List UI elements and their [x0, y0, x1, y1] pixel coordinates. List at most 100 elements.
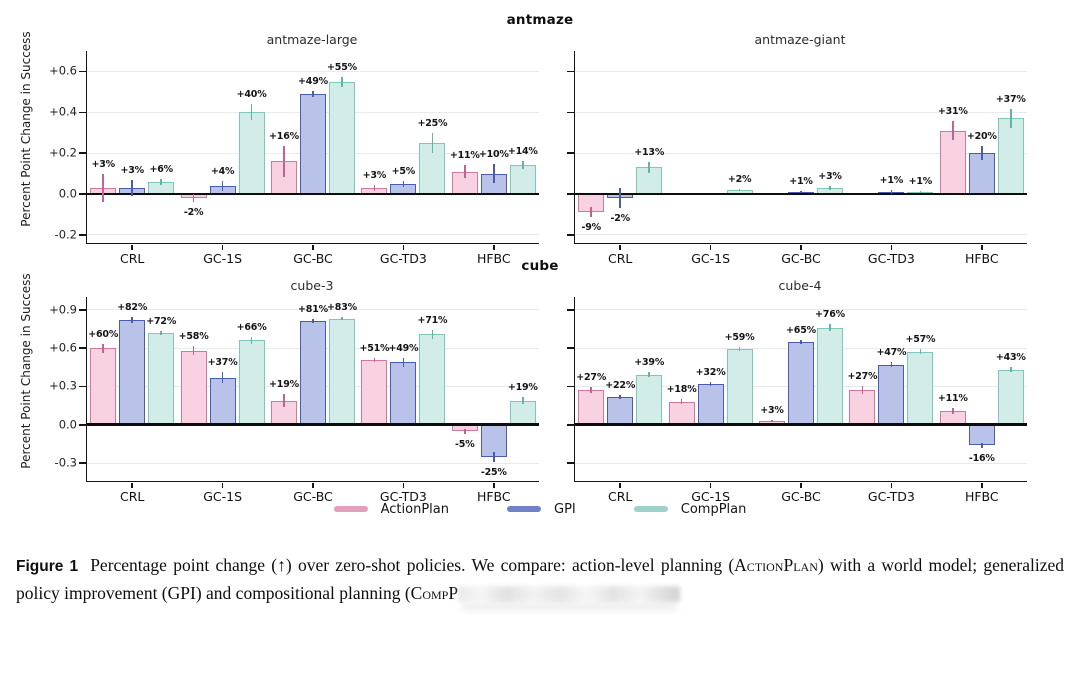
x-tick	[800, 483, 802, 488]
legend-label-compplan: CompPlan	[680, 501, 747, 517]
bar-value-label: +39%	[634, 357, 665, 369]
bar-compplan-gc-bc	[329, 318, 355, 425]
panel-title-antmaze-large: antmaze-large	[266, 32, 358, 47]
panel-antmaze-large: antmaze-large +0.6 +0.4 +0.2 0.0 -0.2 CRL +3% +…	[49, 31, 539, 266]
y-tick	[567, 152, 575, 154]
chart-row-cube: Percent Point Change in Success cube-3 +…	[0, 274, 1080, 504]
panel-antmaze-giant: antmaze-giant CRL -9% -2% +13% GC-1S +2% GC-BC…	[567, 31, 1027, 266]
bar-value-label: +2%	[727, 173, 752, 185]
bar-value-label: +3%	[120, 164, 144, 176]
error-bar	[250, 104, 253, 121]
zero-line	[87, 192, 539, 196]
bar-value-label: +4%	[210, 165, 235, 177]
error-bar	[800, 339, 802, 344]
error-bar	[492, 164, 495, 183]
figure-caption: Figure 1 Percentage point change (↑) over…	[16, 552, 1064, 607]
y-tick	[79, 111, 87, 114]
bar-value-label: +14%	[507, 146, 538, 158]
gridline	[87, 70, 539, 72]
bar-actionplan-gc-td3	[849, 390, 876, 425]
bar-value-label: +5%	[391, 165, 416, 177]
bar-compplan-gc-1s	[238, 340, 265, 425]
bar-value-label: +31%	[937, 106, 968, 118]
x-tick	[312, 483, 314, 488]
x-tick	[312, 245, 314, 250]
bar-value-label: +6%	[149, 163, 173, 175]
bar-actionplan-gc-td3	[361, 359, 388, 425]
y-tick	[567, 193, 575, 195]
bar-compplan-crl	[148, 332, 175, 425]
x-tick	[709, 483, 712, 488]
error-bar	[160, 178, 163, 185]
gridline	[87, 462, 539, 464]
x-category-label: GC-TD3	[379, 251, 427, 266]
error-bar	[160, 330, 163, 335]
legend-item-gpi: GPI	[507, 502, 576, 517]
bar-gpi-hfbc	[480, 424, 507, 457]
bar-compplan-hfbc	[509, 400, 536, 425]
x-tick	[493, 483, 495, 488]
error-bar	[951, 121, 954, 140]
error-bar	[402, 357, 405, 367]
y-tick	[567, 70, 575, 73]
panel-cube-4: cube-4 CRL +27% +22% +39% GC-1S +18% +32% +59% G…	[567, 277, 1027, 504]
x-category-label: CRL	[607, 251, 633, 266]
bar-value-label: +27%	[847, 371, 878, 383]
y-tick-label: +0.2	[49, 145, 77, 160]
y-tick-label: -0.3	[54, 455, 77, 470]
error-bar	[312, 90, 314, 97]
x-tick	[402, 483, 405, 488]
y-tick-label: +0.3	[49, 378, 77, 393]
row-header-cube: cube	[521, 258, 559, 274]
zero-line	[575, 192, 1027, 196]
bar-value-label: +58%	[178, 331, 209, 343]
bar-value-label: +25%	[417, 117, 448, 129]
figure-caption-label: Figure 1	[16, 558, 79, 575]
x-tick	[221, 483, 224, 488]
bar-value-label: +49%	[388, 342, 419, 354]
y-tick	[79, 347, 87, 349]
bar-actionplan-gc-1s	[180, 350, 207, 425]
error-bar	[890, 362, 893, 368]
legend-swatch-compplan	[633, 506, 668, 512]
y-tick-label: 0.0	[58, 186, 77, 201]
error-bar	[341, 317, 343, 320]
plot-area-antmaze-giant: CRL -9% -2% +13% GC-1S +2% GC-BC +1% +3% GC-TD3 +1…	[567, 51, 1027, 266]
error-bar	[890, 189, 893, 194]
plot-area-cube-3: +0.9 +0.6 +0.3 0.0 -0.3 CRL +60% +82% +72% GC-1S +…	[49, 297, 539, 504]
error-bar	[709, 381, 712, 386]
bar-compplan-gc-1s	[726, 349, 753, 425]
panel-title-antmaze-giant: antmaze-giant	[754, 32, 846, 47]
y-tick	[79, 309, 87, 311]
y-tick-label: +0.4	[49, 104, 77, 119]
y-tick-label: +0.6	[49, 340, 77, 355]
error-bar	[919, 349, 922, 355]
error-bar	[1009, 367, 1012, 373]
x-category-label: CRL	[607, 489, 633, 504]
x-tick	[890, 245, 893, 250]
bar-compplan-gc-1s	[238, 112, 265, 194]
y-tick	[79, 70, 87, 73]
legend-swatch-actionplan	[333, 506, 368, 512]
error-bar	[283, 145, 285, 177]
y-tick	[79, 152, 87, 154]
x-category-label: CRL	[119, 489, 145, 504]
x-tick	[619, 245, 621, 250]
error-bar	[492, 451, 495, 462]
bar-compplan-crl	[636, 374, 663, 425]
y-tick	[567, 347, 575, 349]
y-tick	[79, 462, 87, 464]
x-tick	[981, 483, 983, 488]
error-bar	[521, 397, 524, 404]
bar-value-label: +37%	[207, 357, 238, 369]
x-tick	[493, 245, 495, 250]
x-tick	[131, 245, 133, 250]
gridline	[575, 111, 1027, 113]
panel-cube-3: cube-3 +0.9 +0.6 +0.3 0.0 -0.3 CRL +60% +82% +72…	[49, 277, 539, 504]
bar-value-label: +3%	[91, 158, 115, 170]
bar-value-label: +11%	[449, 150, 480, 162]
zero-line	[87, 423, 539, 427]
bar-value-label: -25%	[480, 466, 507, 478]
y-tick	[567, 385, 575, 388]
bar-value-label: +49%	[298, 75, 328, 87]
